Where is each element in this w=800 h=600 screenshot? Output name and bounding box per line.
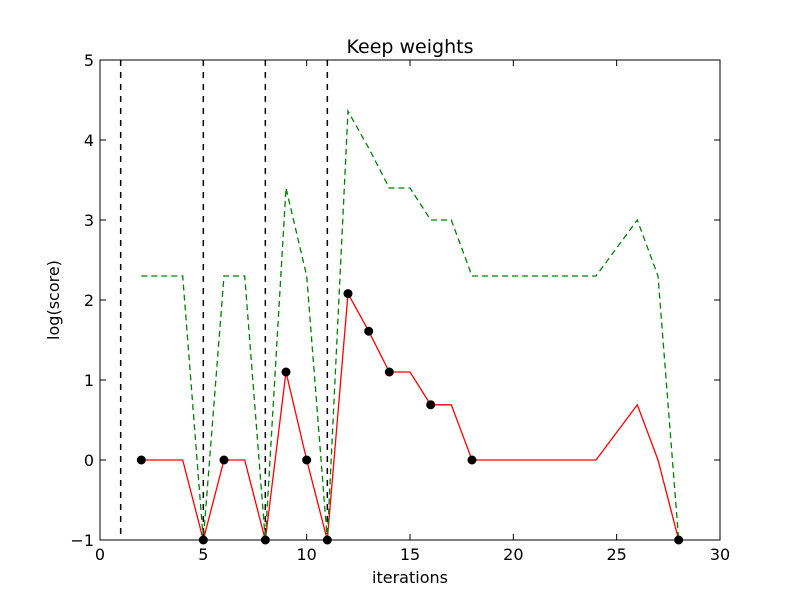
data-point-marker [281,367,291,377]
x-tick-label: 10 [296,545,316,564]
data-point-marker [426,400,436,410]
dashed-series-line [141,108,680,541]
y-tick-label: 3 [84,211,94,230]
data-point-marker [384,367,394,377]
y-axis-label: log(score) [44,260,63,340]
data-point-marker [219,455,229,465]
plot-frame [99,59,721,541]
chart-title: Keep weights [347,36,474,58]
plot-area [119,60,684,545]
y-tick-label: 0 [84,451,94,470]
solid-series-line [141,291,680,541]
data-point-marker [136,455,146,465]
y-tick-label: 4 [84,131,94,150]
data-point-marker [364,326,374,336]
x-tick-label: 30 [710,545,730,564]
y-tick-label: 2 [84,291,94,310]
data-point-marker [343,289,353,299]
data-point-marker [467,455,477,465]
x-axis-label: iterations [372,568,448,587]
y-tick-label: 1 [84,371,94,390]
y-tick-label: −1 [70,531,94,550]
x-tick-label: 15 [400,545,420,564]
x-tick-label: 0 [95,545,105,564]
y-tick-label: 5 [84,51,94,70]
x-tick-label: 25 [606,545,626,564]
data-point-marker [302,455,312,465]
x-tick-label: 5 [198,545,208,564]
x-tick-label: 20 [503,545,523,564]
